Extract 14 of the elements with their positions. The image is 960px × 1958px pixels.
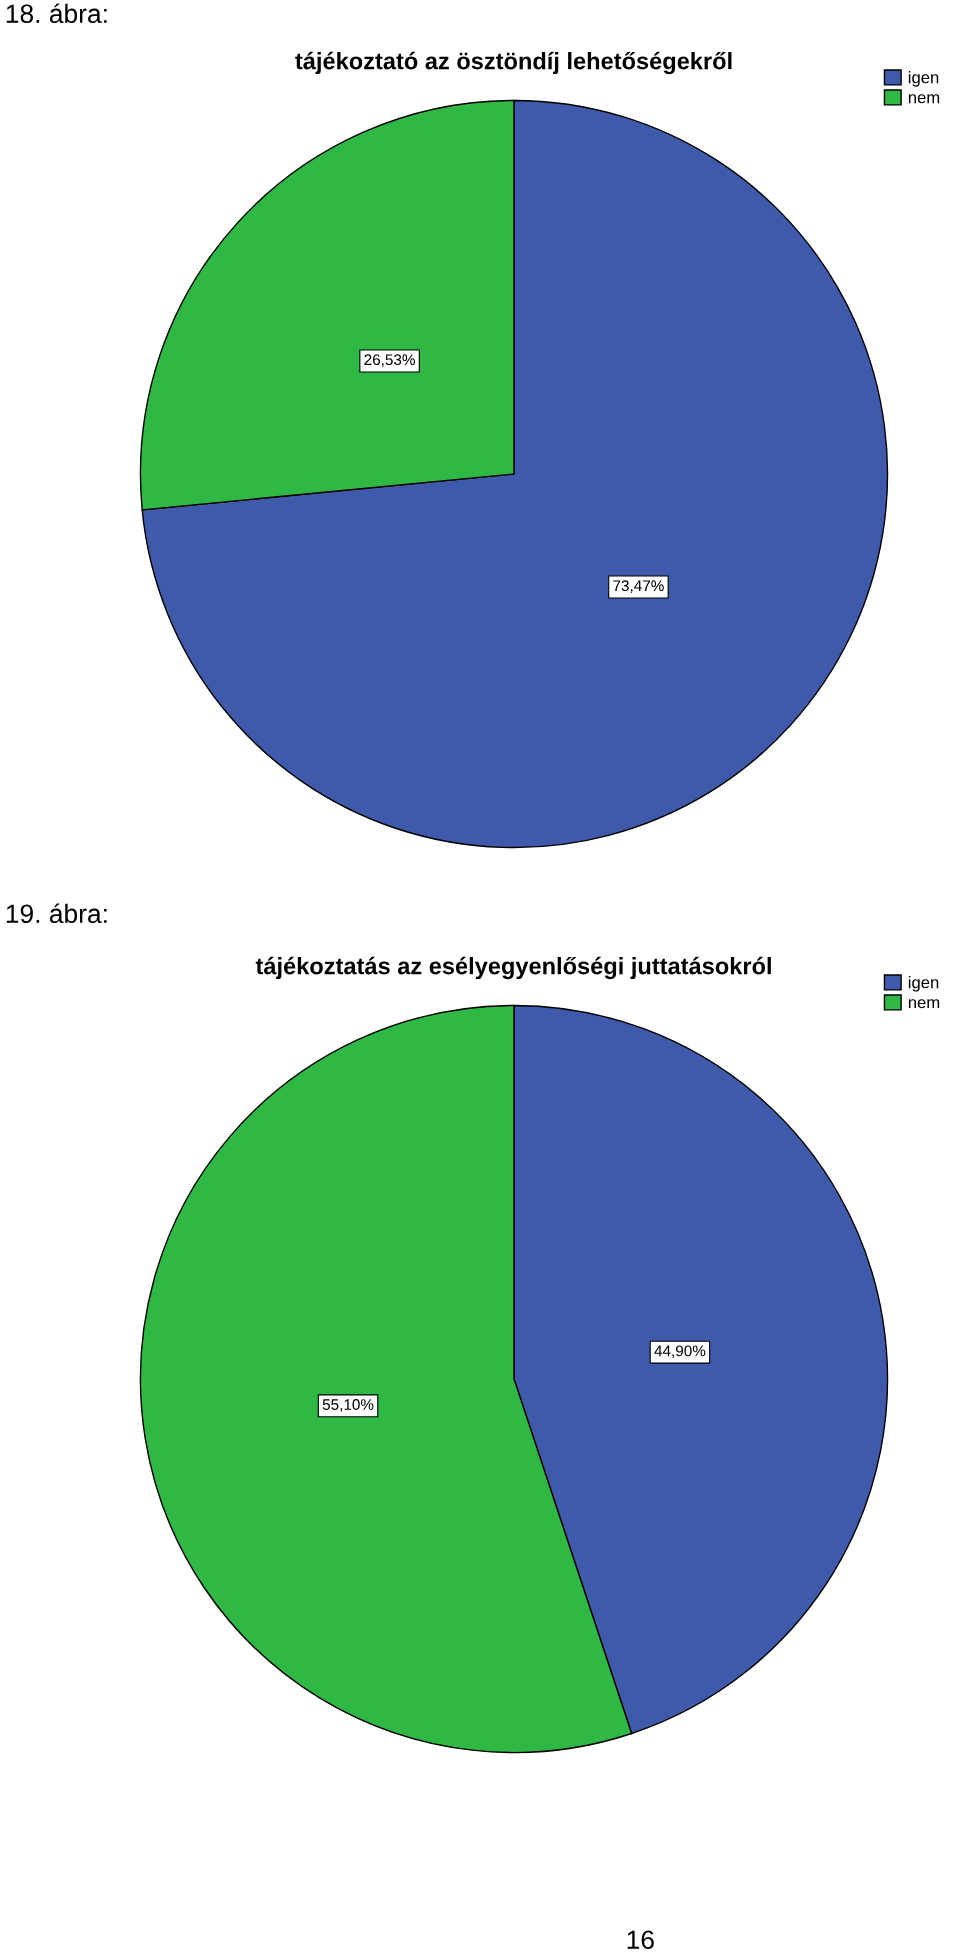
legend-label: nem: [908, 94, 940, 104]
pie-slice: [141, 99, 889, 849]
data-label: 26,53%: [364, 354, 415, 367]
data-label: 44,90%: [654, 1345, 706, 1359]
legend-label: igen: [908, 976, 939, 992]
text: 19. ábra:: [6, 903, 107, 924]
data-label: 55,10%: [322, 1399, 374, 1412]
legend-label: igen: [908, 71, 939, 87]
data-label: 73,47%: [613, 580, 664, 593]
text: 18. ábra:: [6, 3, 107, 24]
text: 16: [627, 1930, 654, 1950]
chart-title: tájékoztató az ösztöndíj lehetőségekről: [295, 51, 732, 75]
chart-title: tájékoztatás az esélyegyenlőségi juttatásokról: [255, 956, 771, 980]
legend-label: nem: [908, 999, 940, 1009]
